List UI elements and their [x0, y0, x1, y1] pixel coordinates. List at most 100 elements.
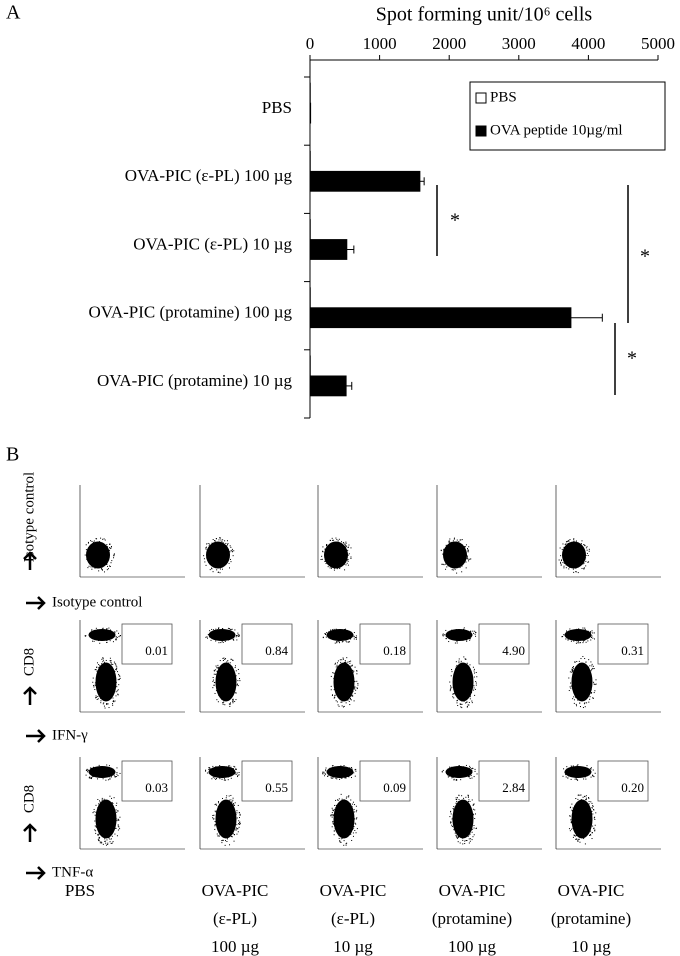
dot [572, 767, 574, 769]
dot [353, 688, 355, 690]
dot [579, 698, 581, 700]
dot [229, 665, 231, 667]
dot [581, 691, 583, 693]
dot [461, 837, 463, 839]
dot [589, 676, 591, 678]
dot [458, 553, 460, 555]
dot [348, 544, 350, 546]
dot [237, 685, 239, 687]
dot [216, 634, 218, 636]
dot [461, 636, 463, 638]
dot [448, 540, 450, 542]
dot [565, 567, 567, 569]
dot [100, 841, 102, 843]
dot [220, 674, 222, 676]
dot [573, 630, 575, 632]
dot [94, 825, 96, 827]
dot [90, 632, 92, 634]
dot [105, 779, 107, 781]
dot [576, 631, 578, 633]
dot [230, 812, 232, 814]
dot [569, 565, 571, 567]
significance: * [627, 348, 637, 370]
dot [471, 831, 473, 833]
dot [577, 669, 579, 671]
dot [471, 677, 473, 679]
dot [453, 684, 455, 686]
dot [337, 810, 339, 812]
dot [356, 688, 358, 690]
dot [350, 636, 352, 638]
dot [582, 809, 584, 811]
dot [469, 698, 471, 700]
dot [98, 544, 100, 546]
dot [575, 703, 577, 705]
dot [574, 825, 576, 827]
dot [238, 823, 240, 825]
dot [458, 632, 460, 634]
column-label: 100 µg [448, 937, 497, 956]
dot [340, 553, 342, 555]
dot [355, 635, 357, 637]
dot [584, 843, 586, 845]
dot [453, 806, 455, 808]
dot [457, 678, 459, 680]
dot [586, 667, 588, 669]
dot [220, 686, 222, 688]
dot [92, 677, 94, 679]
dot [450, 687, 452, 689]
dot [582, 800, 584, 802]
dot [108, 837, 110, 839]
dot [220, 559, 222, 561]
dot [563, 567, 565, 569]
dot [98, 686, 100, 688]
dot [449, 770, 451, 772]
dot [238, 772, 240, 774]
dot [442, 769, 444, 771]
dot [218, 557, 220, 559]
dot [587, 674, 589, 676]
dot [224, 633, 226, 635]
dot [228, 772, 230, 774]
dot [462, 664, 464, 666]
dot [106, 813, 108, 815]
dot [580, 799, 582, 801]
dot [348, 638, 350, 640]
dot [469, 639, 471, 641]
dot [591, 807, 593, 809]
dot [455, 779, 457, 781]
dot [585, 684, 587, 686]
dot [331, 765, 333, 767]
dot [91, 554, 93, 556]
dot [217, 809, 219, 811]
dot [331, 807, 333, 809]
dot [351, 669, 353, 671]
dot [95, 627, 97, 629]
dot [455, 809, 457, 811]
dot [590, 631, 592, 633]
dot [457, 805, 459, 807]
dot [445, 568, 447, 570]
dot [469, 680, 471, 682]
dot [342, 641, 344, 643]
dot [574, 676, 576, 678]
dot [92, 773, 94, 775]
dot [212, 571, 214, 573]
dot [578, 663, 580, 665]
dot [463, 700, 465, 702]
dot [573, 696, 575, 698]
dot [226, 824, 228, 826]
dot [104, 820, 106, 822]
dot [575, 769, 577, 771]
dot [462, 546, 464, 548]
dot [333, 672, 335, 674]
dot [332, 768, 334, 770]
dot [223, 698, 225, 700]
dot [217, 814, 219, 816]
dot [103, 798, 105, 800]
dot [102, 808, 104, 810]
dot [580, 774, 582, 776]
dot [462, 843, 464, 845]
dot [232, 555, 234, 557]
dot [350, 777, 352, 779]
